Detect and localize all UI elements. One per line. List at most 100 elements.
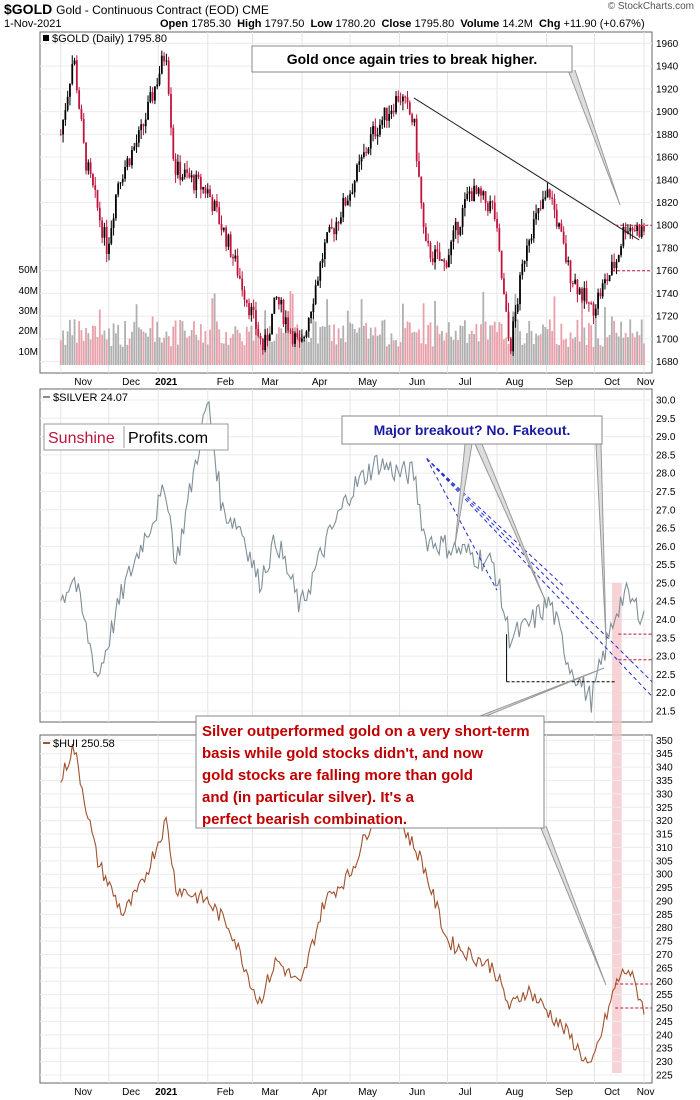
x-tick-label: Mar bbox=[261, 377, 279, 388]
candle-body bbox=[259, 336, 262, 339]
volume-bar bbox=[59, 340, 62, 365]
volume-bar bbox=[372, 335, 374, 365]
watermark-sunshine: Sunshine bbox=[48, 430, 115, 447]
candle-body bbox=[216, 200, 218, 208]
candle-body bbox=[268, 334, 271, 341]
volume-bar bbox=[457, 340, 459, 365]
volume-bar bbox=[604, 306, 606, 365]
volume-bar bbox=[303, 339, 306, 365]
candle-body bbox=[75, 60, 78, 91]
y-tick-label: 21.5 bbox=[656, 707, 676, 718]
x-tick-label: Dec bbox=[122, 377, 140, 388]
volume-bar bbox=[558, 345, 560, 365]
volume-bar bbox=[622, 337, 625, 365]
volume-tick-label: 10M bbox=[19, 347, 38, 358]
volume-bar bbox=[376, 335, 379, 365]
volume-bar bbox=[335, 344, 338, 365]
volume-bar bbox=[250, 325, 253, 365]
candle-body bbox=[271, 313, 273, 335]
candle-body bbox=[599, 292, 602, 297]
candle-body bbox=[383, 107, 386, 121]
candle-body bbox=[408, 102, 411, 115]
candle-body bbox=[470, 191, 473, 202]
volume-bar bbox=[103, 330, 106, 365]
candle-body bbox=[206, 189, 209, 194]
candle-body bbox=[631, 227, 634, 231]
volume-bar bbox=[374, 327, 377, 365]
high-label: High bbox=[237, 18, 262, 30]
quote-bar: Open 1785.30 High 1797.50 Low 1780.20 Cl… bbox=[160, 18, 645, 30]
volume-bar bbox=[539, 334, 542, 365]
candle-body bbox=[66, 96, 69, 111]
candle-body bbox=[388, 114, 391, 121]
volume-bar bbox=[193, 321, 195, 365]
volume-bar bbox=[110, 345, 113, 365]
volume-bar bbox=[395, 340, 397, 365]
volume-bar bbox=[592, 346, 595, 365]
volume-bar bbox=[69, 319, 71, 365]
volume-bar bbox=[328, 324, 331, 365]
candle-body bbox=[434, 249, 436, 263]
candle-body bbox=[158, 73, 161, 85]
volume-bar bbox=[344, 341, 347, 365]
candle-body bbox=[96, 190, 99, 208]
gold-callout-pointer bbox=[567, 69, 621, 206]
volume-bar bbox=[225, 332, 228, 365]
candle-body bbox=[64, 110, 67, 120]
candle-body bbox=[344, 198, 347, 206]
silver-callout-box bbox=[341, 415, 603, 445]
candle-body bbox=[542, 199, 544, 209]
candle-body bbox=[243, 290, 246, 300]
volume-bar bbox=[569, 332, 572, 365]
volume-bar bbox=[64, 344, 67, 365]
low-label: Low bbox=[310, 18, 333, 30]
volume-bar bbox=[590, 325, 593, 365]
y-tick-label: 24.5 bbox=[656, 597, 676, 608]
volume-bar bbox=[418, 329, 420, 365]
candle-body bbox=[560, 223, 563, 232]
volume-bar bbox=[629, 319, 632, 365]
volume-bar bbox=[360, 299, 363, 365]
candle-body bbox=[101, 220, 104, 238]
volume-bar bbox=[399, 342, 402, 365]
candle-body bbox=[248, 303, 250, 316]
candle-body bbox=[82, 118, 85, 143]
volume-bar bbox=[620, 321, 622, 365]
candle-body bbox=[62, 119, 64, 135]
hui-callout-text: Silver outperformed gold on a very short… bbox=[202, 723, 530, 828]
volume-bar bbox=[406, 321, 409, 365]
symbol-label: $GOLD bbox=[4, 1, 53, 17]
candle-body bbox=[486, 203, 489, 212]
candle-body bbox=[94, 185, 97, 191]
x-tick-label: Nov bbox=[74, 377, 92, 388]
y-tick-label: 28.5 bbox=[656, 450, 676, 461]
volume-bar bbox=[424, 344, 427, 365]
volume-bar bbox=[188, 336, 191, 365]
volume-bar bbox=[124, 320, 126, 365]
candle-body bbox=[108, 243, 110, 254]
volume-bar bbox=[149, 328, 152, 365]
candle-body bbox=[211, 197, 214, 212]
candle-body bbox=[457, 221, 459, 235]
y-tick-label: 310 bbox=[656, 843, 673, 854]
volume-bar bbox=[397, 346, 400, 365]
candle-body bbox=[257, 328, 260, 337]
candle-body bbox=[137, 130, 140, 143]
volume-bar bbox=[232, 334, 234, 365]
volume-bar bbox=[62, 330, 64, 365]
volume-bar bbox=[117, 324, 120, 365]
volume-bar bbox=[199, 324, 202, 365]
candle-body bbox=[284, 317, 287, 325]
candle-body bbox=[447, 255, 450, 268]
candle-body bbox=[379, 124, 381, 135]
volume-bar bbox=[121, 346, 124, 365]
candle-body bbox=[640, 226, 643, 237]
volume-bar bbox=[105, 339, 108, 365]
volume-bar bbox=[560, 323, 563, 365]
volume-bar bbox=[640, 319, 643, 365]
volume-bar bbox=[613, 320, 616, 365]
volume-bar bbox=[287, 324, 289, 365]
candle-body bbox=[261, 338, 264, 351]
candle-body bbox=[636, 225, 639, 232]
candle-body bbox=[314, 285, 317, 304]
